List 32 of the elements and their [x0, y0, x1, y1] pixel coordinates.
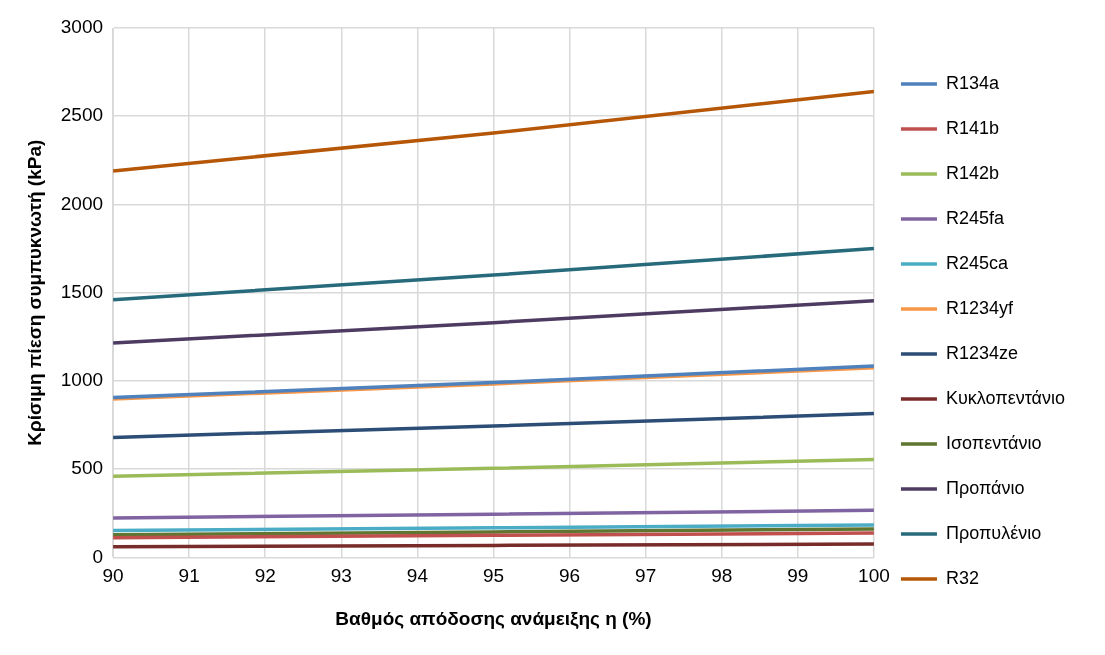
- x-tick-label: 96: [559, 565, 581, 587]
- legend-label: R142b: [945, 162, 999, 183]
- legend-label: R245fa: [945, 207, 1005, 228]
- y-tick-label: 1500: [60, 280, 104, 302]
- y-tick-label: 0: [92, 545, 104, 567]
- legend-label: Κυκλοπεντάνιο: [945, 387, 1066, 408]
- x-tick-label: 92: [254, 565, 276, 587]
- x-tick-label: 94: [406, 565, 429, 587]
- y-tick-label: 3000: [60, 16, 104, 38]
- x-tick-label: 98: [711, 565, 733, 587]
- x-tick-label: 95: [482, 565, 505, 587]
- y-tick-label: 500: [71, 457, 104, 479]
- y-axis-title: Κρίσιμη πίεση συμπυκνωτή (kPa): [23, 139, 45, 446]
- x-tick-label: 93: [330, 565, 352, 587]
- legend-label: R32: [945, 567, 979, 588]
- legend-label: Ισοπεντάνιο: [945, 432, 1042, 453]
- legend-label: R1234yf: [945, 297, 1014, 318]
- legend-label: R1234ze: [945, 342, 1019, 363]
- x-tick-label: 99: [787, 565, 809, 587]
- legend-label: Προπυλένιο: [945, 522, 1042, 543]
- legend-label: R245ca: [945, 252, 1009, 273]
- x-axis-title: Βαθμός απόδοσης ανάμειξης η (%): [335, 607, 652, 630]
- y-tick-label: 1000: [60, 369, 104, 391]
- y-tick-label: 2000: [60, 192, 104, 214]
- x-tick-label: 100: [858, 565, 890, 587]
- x-tick-label: 97: [635, 565, 657, 587]
- legend-label: R141b: [945, 117, 999, 138]
- x-tick-label: 90: [102, 565, 124, 587]
- x-tick-label: 91: [178, 565, 200, 587]
- legend-label: R134a: [945, 72, 1000, 93]
- y-tick-label: 2500: [60, 104, 104, 126]
- legend-label: Προπάνιο: [945, 477, 1025, 498]
